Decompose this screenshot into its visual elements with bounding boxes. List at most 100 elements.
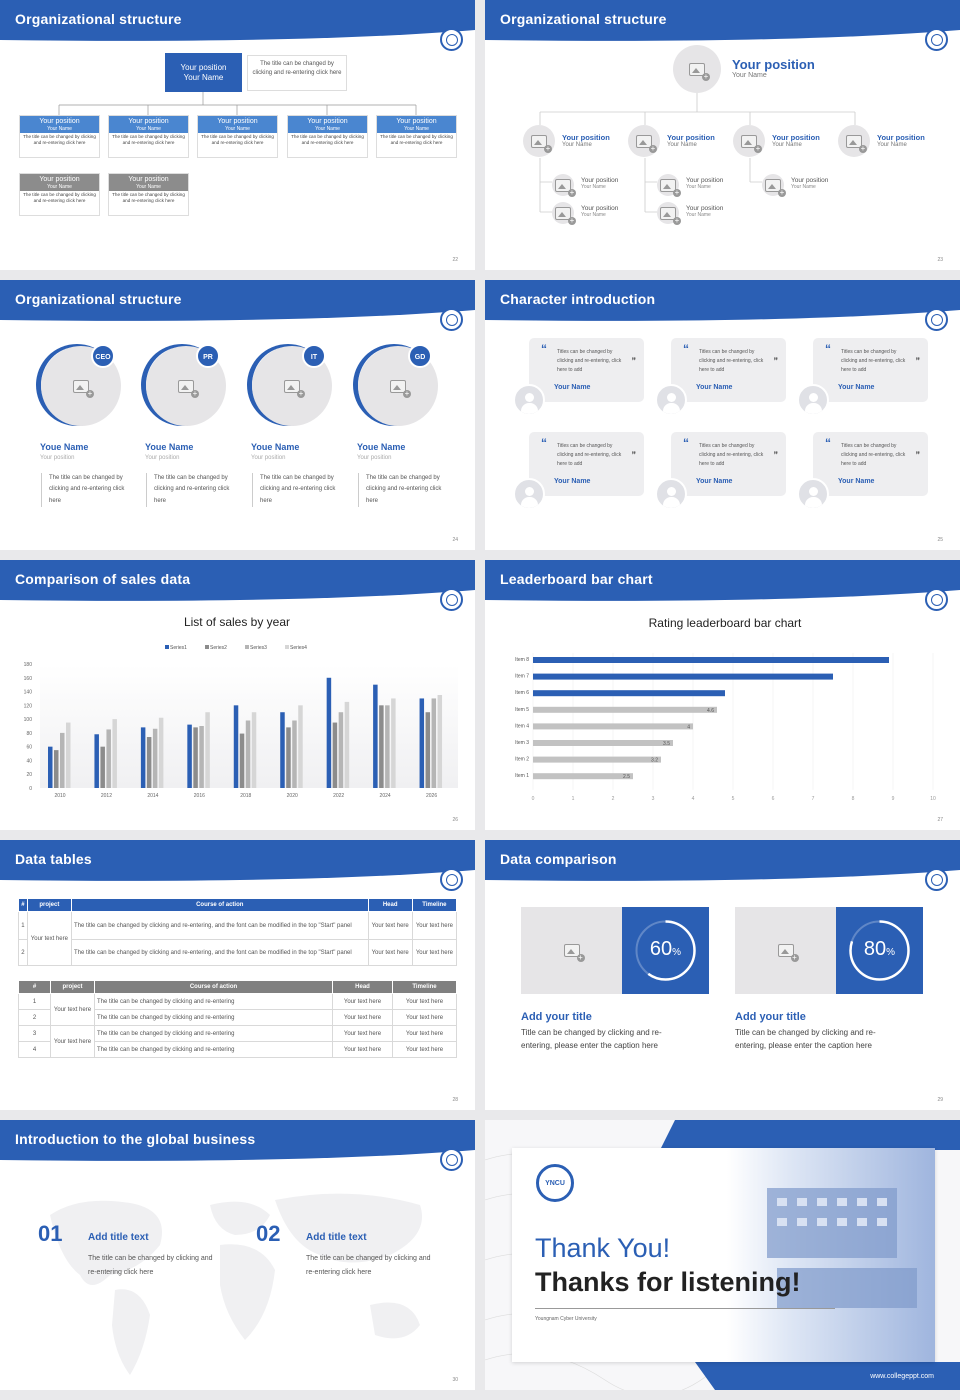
position-card[interactable]: Your position Your Name The title can be c…: [197, 115, 278, 158]
position-card[interactable]: Your position Your Name The title can be c…: [287, 115, 368, 158]
university-logo-icon: [440, 308, 463, 331]
testimonial-card[interactable]: “ ” Titles can be changed by clicking and …: [813, 338, 928, 402]
position-card[interactable]: Your position Your Name The title can be c…: [19, 115, 100, 158]
data-label: 3.5: [663, 741, 670, 747]
bar: [437, 695, 443, 788]
avatar-placeholder-small[interactable]: [552, 174, 576, 197]
card-text: Titles can be changed by clicking and re…: [841, 443, 906, 467]
school-seal-icon: YNCU: [536, 1164, 574, 1202]
slide-title: Organizational structure: [15, 291, 182, 307]
world-map-icon: [50, 1193, 422, 1375]
slide-25[interactable]: Character introduction 25 “ ” Titles can b…: [485, 280, 960, 550]
bar: [251, 712, 257, 788]
bar: [533, 673, 833, 680]
legend-swatch: [285, 645, 289, 649]
data-label: 4.6: [707, 708, 714, 714]
bar: [533, 690, 725, 697]
position-card[interactable]: Your position Your Name The title can be c…: [108, 115, 189, 158]
bar: [106, 729, 111, 788]
bar: [533, 657, 889, 663]
avatar-placeholder[interactable]: [733, 125, 765, 157]
item-title: Add title text: [88, 1232, 149, 1243]
divider: [41, 473, 42, 507]
item-title: Add your title: [735, 1011, 806, 1023]
slide-28[interactable]: Data tables # project Course of action Head…: [0, 840, 475, 1110]
image-placeholder-icon: [531, 134, 552, 153]
person-name: Youe Name: [357, 442, 406, 452]
bar: [280, 712, 285, 788]
bar: [199, 726, 204, 788]
close-quote-icon: ”: [631, 356, 637, 366]
image-placeholder[interactable]: [735, 907, 836, 994]
card-text: Titles can be changed by clicking and re…: [557, 349, 622, 373]
card-text: Titles can be changed by clicking and re…: [699, 349, 764, 373]
image-placeholder[interactable]: [521, 907, 622, 994]
role-badge: GD: [408, 344, 432, 368]
x-tick-label: 0: [532, 796, 535, 802]
slide-27[interactable]: Leaderboard bar chart Rating leaderboard…: [485, 560, 960, 830]
position-name: Your Name: [20, 184, 99, 191]
avatar-placeholder-small[interactable]: [552, 202, 576, 225]
user-avatar-icon: [655, 478, 687, 510]
university-logo-icon: [440, 1148, 463, 1171]
slide-22[interactable]: Organizational structure Your position Yo…: [0, 0, 475, 270]
y-tick-label: 60: [26, 745, 32, 751]
avatar-placeholder[interactable]: [523, 125, 555, 157]
table-header-cell: #: [18, 898, 28, 912]
slide-23[interactable]: Organizational structure Your positionYo…: [485, 0, 960, 270]
x-tick-label: 2024: [380, 793, 391, 799]
top-avatar-placeholder[interactable]: [673, 45, 721, 93]
node-name: Your Name: [686, 212, 711, 218]
divider: [146, 473, 147, 507]
category-label: Item 3: [515, 740, 529, 746]
category-label: Item 4: [515, 723, 529, 729]
image-placeholder-icon: [741, 134, 762, 153]
y-tick-label: 120: [24, 703, 33, 709]
testimonial-card[interactable]: “ ” Titles can be changed by clicking and …: [671, 432, 786, 496]
slide-31[interactable]: YNCU Thank You! Thanks for listening! Yo…: [485, 1120, 960, 1390]
node-position: Your position: [667, 133, 715, 142]
slide-24[interactable]: Organizational structure 24 CEO Youe Name…: [0, 280, 475, 550]
node-name: Your Name: [877, 142, 907, 148]
avatar-placeholder[interactable]: [628, 125, 660, 157]
slide-30[interactable]: Introduction to the global business 30 0…: [0, 1120, 475, 1390]
role-badge: PR: [196, 344, 220, 368]
top-position-box[interactable]: Your position Your Name: [165, 53, 242, 92]
open-quote-icon: “: [825, 342, 831, 356]
bar: [187, 724, 192, 788]
testimonial-card[interactable]: “ ” Titles can be changed by clicking and …: [529, 338, 644, 402]
close-quote-icon: ”: [915, 356, 921, 366]
open-quote-icon: “: [825, 436, 831, 450]
position-name: Your Name: [109, 126, 188, 133]
avatar-placeholder[interactable]: [41, 346, 121, 426]
testimonial-card[interactable]: “ ” Titles can be changed by clicking and …: [529, 432, 644, 496]
slide-header: Character introduction: [485, 280, 960, 325]
open-quote-icon: “: [683, 342, 689, 356]
slide-header: Introduction to the global business: [0, 1120, 475, 1165]
site-link[interactable]: www.collegeppt.com: [870, 1373, 934, 1380]
testimonial-card[interactable]: “ ” Titles can be changed by clicking and …: [671, 338, 786, 402]
position-text: The title can be changed by clicking and…: [112, 134, 185, 145]
slide-29[interactable]: Data comparison 29 60% Add your title Titl…: [485, 840, 960, 1110]
person-position: Your position: [357, 455, 392, 461]
image-placeholder-icon: [660, 178, 681, 197]
bar: [146, 737, 152, 788]
university-logo-icon: [925, 868, 948, 891]
image-placeholder-icon: [284, 379, 305, 398]
slide-26[interactable]: Comparison of sales data List of sales b…: [0, 560, 475, 830]
avatar-placeholder[interactable]: [838, 125, 870, 157]
node-name: Your Name: [772, 142, 802, 148]
avatar-placeholder-small[interactable]: [762, 174, 786, 197]
item-text: The title can be changed by clicking and…: [306, 1255, 431, 1276]
position-card-grey[interactable]: Your position Your Name The title can be c…: [108, 173, 189, 216]
x-tick-label: 1: [572, 796, 575, 802]
position-card[interactable]: Your position Your Name The title can be c…: [376, 115, 457, 158]
testimonial-card[interactable]: “ ” Titles can be changed by clicking and …: [813, 432, 928, 496]
bar: [48, 746, 53, 788]
person-text: The title can be changed by clicking and…: [366, 475, 442, 504]
avatar-placeholder-small[interactable]: [657, 174, 681, 197]
bar: [292, 720, 297, 788]
position-card-grey[interactable]: Your position Your Name The title can be c…: [19, 173, 100, 216]
avatar-placeholder-small[interactable]: [657, 202, 681, 225]
x-tick-label: 2: [612, 796, 615, 802]
